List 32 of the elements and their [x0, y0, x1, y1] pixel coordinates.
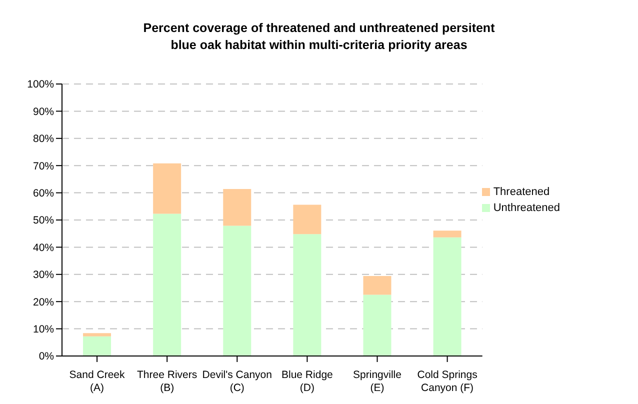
y-tick-label: 20% [32, 296, 54, 308]
legend-label: Threatened [493, 186, 550, 198]
bar [433, 237, 462, 356]
bar [223, 226, 252, 356]
x-tick-label: Devil's Canyon (C) [202, 369, 272, 394]
y-tick-label: 70% [32, 160, 54, 172]
x-tick-label: Three Rivers (B) [137, 369, 198, 394]
y-tick-label: 0% [38, 350, 54, 363]
bar [83, 336, 112, 356]
bar [433, 230, 462, 238]
bar [293, 204, 322, 234]
y-tick-label: 60% [32, 188, 54, 200]
y-tick-label: 10% [32, 324, 54, 336]
bar [363, 276, 392, 295]
x-tick-label: Blue Ridge (D) [282, 369, 334, 394]
bar [293, 234, 322, 356]
y-tick-label: 90% [32, 106, 54, 118]
y-tick-label: 40% [32, 242, 54, 254]
x-tick-label: Cold Springs Canyon (F) [417, 369, 478, 394]
y-tick-label: 30% [32, 269, 54, 282]
y-tick-label: 80% [32, 133, 54, 146]
legend-label: Unthreatened [493, 202, 560, 214]
x-tick-label: Springville (E) [353, 369, 402, 394]
bar [363, 294, 392, 356]
chart-title: Percent coverage of threatened and unthreatened persitent blue oak habitat within multi-criteria priority areas [142, 20, 496, 54]
x-tick-label: Sand Creek (A) [69, 369, 126, 394]
y-tick-label: 50% [32, 214, 54, 227]
bar [153, 214, 182, 356]
y-tick-label: 100% [27, 78, 54, 91]
bar [223, 188, 252, 226]
bar [83, 333, 112, 336]
bar [153, 163, 182, 214]
